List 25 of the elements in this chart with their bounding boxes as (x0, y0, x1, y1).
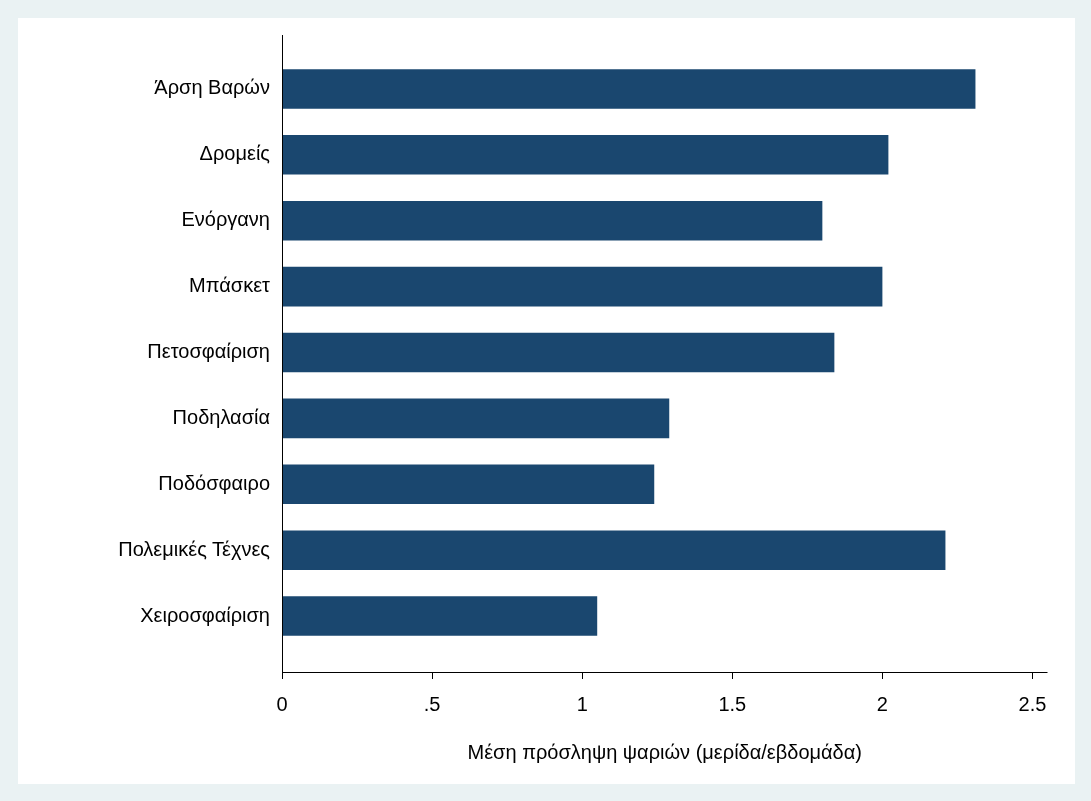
y-tick-label: Πετοσφαίριση (147, 340, 270, 363)
x-tick-label: 2 (876, 692, 888, 715)
y-tick-label: Ποδόσφαιρο (158, 471, 270, 494)
y-tick-label: Ποδηλασία (172, 405, 270, 428)
bar (282, 596, 598, 636)
bar (282, 69, 976, 109)
x-tick-label: 0 (276, 692, 288, 715)
bar (282, 464, 655, 505)
y-tick-label: Ενόργανη (181, 208, 270, 231)
bar (282, 200, 823, 241)
x-axis-title: Μέση πρόσληψη ψαριών (μερίδα/εβδομάδα) (467, 740, 862, 763)
bar (282, 266, 883, 307)
y-tick-label: Μπάσκετ (189, 274, 271, 297)
x-tick-label: 1 (576, 692, 588, 715)
y-tick-label: Άρση Βαρών (154, 76, 270, 99)
bar (282, 530, 946, 570)
x-tick-label: 2.5 (1018, 692, 1047, 715)
y-tick-label: Πολεμικές Τέχνες (118, 537, 271, 560)
y-tick-label: Δρομείς (199, 142, 271, 165)
bar (282, 332, 835, 373)
y-tick-label: Χειροσφαίριση (140, 603, 270, 626)
bar (282, 398, 670, 439)
bar (282, 135, 889, 175)
x-tick-label: 1.5 (718, 692, 747, 715)
x-tick-label: .5 (423, 692, 441, 715)
